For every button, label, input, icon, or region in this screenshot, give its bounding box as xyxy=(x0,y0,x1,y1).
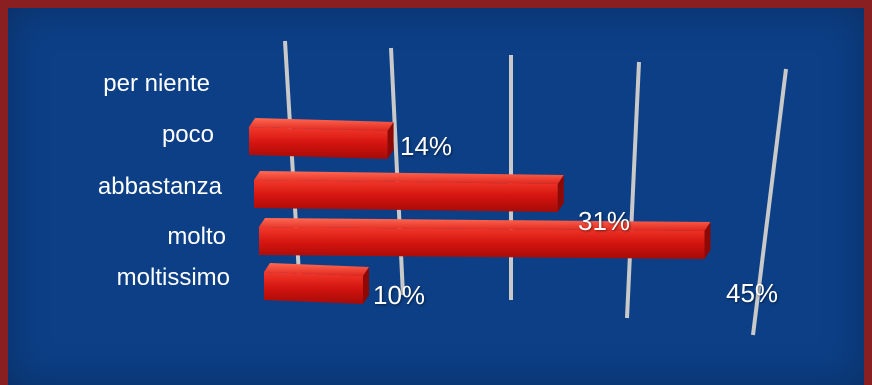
category-label-poco: poco xyxy=(161,121,214,148)
value-label-molto: 45% xyxy=(726,278,779,308)
gridline-3 xyxy=(625,61,641,319)
bar-poco xyxy=(249,118,394,159)
category-label-moltissimo: moltissimo xyxy=(116,264,230,291)
value-label-poco: 14% xyxy=(400,131,453,161)
value-label-moltissimo: 10% xyxy=(373,280,426,310)
category-label-abbastanza: abbastanza xyxy=(97,173,222,200)
category-label-per-niente: per niente xyxy=(103,70,210,97)
value-label-abbastanza: 31% xyxy=(578,206,631,236)
chart-panel: per niente poco abbastanza molto moltiss… xyxy=(8,8,864,385)
gridline-4 xyxy=(751,68,788,336)
bar-abbastanza xyxy=(254,171,564,212)
gridline-1 xyxy=(389,47,405,296)
bar-moltissimo xyxy=(264,263,369,304)
bar-molto xyxy=(259,218,711,259)
bars xyxy=(249,118,711,304)
bar-chart xyxy=(249,40,788,336)
category-label-molto: molto xyxy=(167,223,226,250)
